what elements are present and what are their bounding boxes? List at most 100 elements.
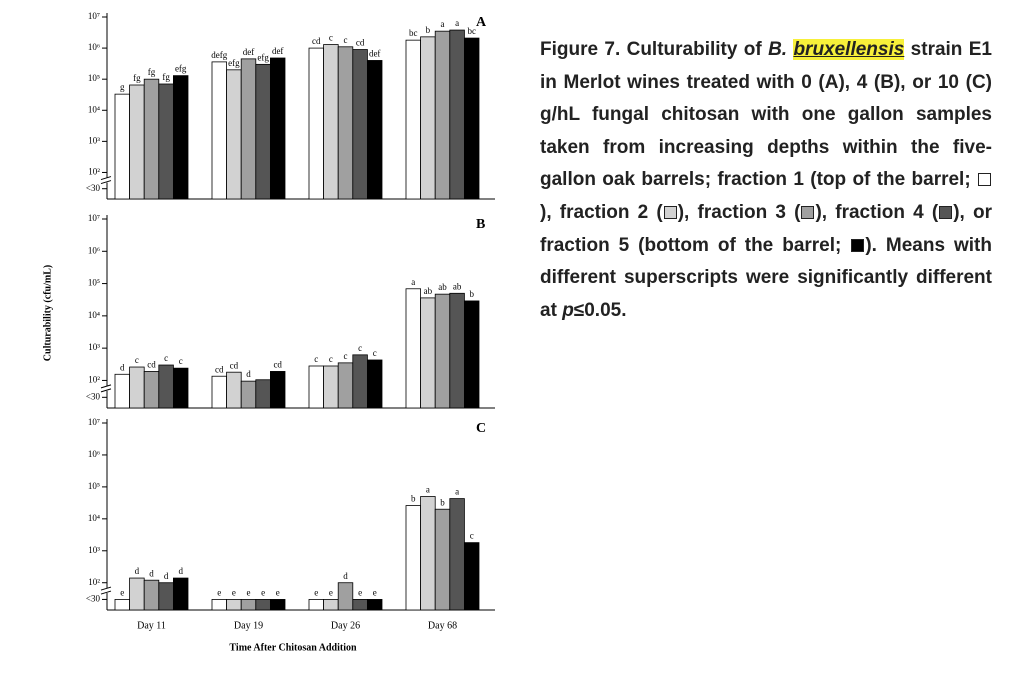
- bar: [420, 36, 436, 200]
- caption-text: ), fraction 4 (: [815, 201, 939, 223]
- bar: [405, 288, 422, 409]
- significance-letter: c: [344, 35, 348, 45]
- y-tick-label: 10²: [88, 374, 100, 384]
- bar: [255, 379, 271, 409]
- bar: [114, 373, 131, 409]
- bar: [240, 58, 257, 200]
- significance-letter: a: [426, 485, 430, 495]
- y-tick-label: 10⁴: [88, 104, 100, 114]
- significance-letter: e: [232, 587, 236, 597]
- x-tick-label: Day 11: [137, 620, 166, 631]
- y-tick-label: 10⁵: [88, 73, 100, 83]
- axis-break-line: [100, 176, 112, 181]
- y-tick-label: 10³: [88, 135, 100, 145]
- significance-letter: e: [358, 587, 362, 597]
- bar: [240, 380, 257, 409]
- bar: [463, 542, 480, 611]
- significance-letter: fg: [162, 72, 170, 82]
- axis-break: [104, 588, 110, 594]
- bar: [308, 365, 325, 409]
- bar: [226, 69, 242, 200]
- bar: [323, 365, 339, 409]
- significance-letter: c: [164, 353, 168, 363]
- bar: [352, 599, 368, 611]
- significance-letter: cd: [312, 36, 321, 46]
- axis-break-line: [100, 180, 112, 185]
- significance-letter: b: [469, 289, 474, 299]
- caption-text: Figure 7. Culturability of: [540, 39, 769, 60]
- significance-letter: c: [329, 33, 333, 43]
- axis-break-line: [100, 586, 112, 591]
- swatch: [801, 205, 815, 219]
- significance-letter: e: [314, 587, 318, 597]
- bar: [158, 83, 174, 200]
- significance-letter: c: [373, 348, 377, 358]
- significance-letter: efg: [228, 58, 240, 68]
- significance-letter: cd: [230, 360, 239, 370]
- panel-label: A: [476, 15, 487, 30]
- y-tick-label: 10²: [88, 577, 100, 587]
- bar: [323, 44, 339, 200]
- bar: [337, 362, 354, 409]
- significance-letter: c: [179, 356, 183, 366]
- significance-letter: c: [329, 354, 333, 364]
- bar: [172, 577, 189, 611]
- bar: [308, 599, 325, 611]
- significance-letter: fg: [133, 73, 141, 83]
- significance-letter: d: [164, 571, 169, 581]
- significance-letter: cd: [273, 359, 282, 369]
- significance-letter: cd: [147, 359, 156, 369]
- bar: [143, 371, 160, 409]
- caption: Figure 7. Culturability of B. bruxellens…: [540, 34, 992, 327]
- bar: [269, 371, 286, 409]
- bar: [211, 599, 228, 611]
- bar: [337, 46, 354, 200]
- y-tick-label: 10⁶: [88, 449, 100, 459]
- y-tick-label: 10⁵: [88, 481, 100, 491]
- y-axis-label: Culturability (cfu/mL): [42, 265, 53, 361]
- caption-text: ), fraction 2 (: [540, 201, 663, 223]
- significance-letter: b: [440, 497, 445, 507]
- y-tick-label: 10⁷: [88, 213, 100, 223]
- bar: [337, 582, 354, 611]
- bar: [129, 366, 145, 409]
- y-tick-label: 10³: [88, 342, 100, 352]
- y-tick-label: 10⁴: [88, 310, 100, 320]
- x-tick-label: Day 19: [234, 620, 263, 631]
- significance-letter: e: [120, 587, 124, 597]
- bar: [420, 496, 436, 611]
- x-axis-label: Time After Chitosan Addition: [229, 642, 357, 653]
- bar: [463, 37, 480, 200]
- y-tick-label: 10⁷: [88, 11, 100, 21]
- significance-letter: cd: [356, 38, 365, 48]
- significance-letter: efg: [257, 52, 269, 62]
- caption-text: strain E1 in Merlot wines treated with 0…: [540, 39, 993, 191]
- swatch: [978, 173, 991, 187]
- bar: [420, 297, 436, 409]
- significance-letter: cd: [215, 364, 224, 374]
- significance-letter: d: [120, 362, 125, 372]
- bar: [405, 505, 422, 611]
- axis-break-line: [100, 590, 112, 595]
- significance-letter: bc: [409, 28, 418, 38]
- bar: [449, 498, 465, 611]
- bar: [255, 599, 271, 611]
- significance-letter: efg: [175, 64, 187, 74]
- bar: [352, 49, 368, 200]
- significance-letter: ab: [438, 282, 447, 292]
- bar: [143, 579, 160, 611]
- significance-letter: d: [178, 566, 183, 576]
- bar: [434, 293, 451, 409]
- bar: [434, 508, 451, 611]
- significance-letter: e: [373, 587, 377, 597]
- y-tick-label: 10⁷: [88, 417, 100, 427]
- y-tick-label: <30: [86, 593, 101, 603]
- x-tick-label: Day 68: [428, 620, 457, 631]
- bar: [240, 599, 257, 611]
- significance-letter: ab: [424, 286, 433, 296]
- significance-letter: c: [314, 354, 318, 364]
- bar: [366, 359, 383, 409]
- y-tick-label: 10²: [88, 167, 100, 177]
- significance-letter: e: [247, 587, 251, 597]
